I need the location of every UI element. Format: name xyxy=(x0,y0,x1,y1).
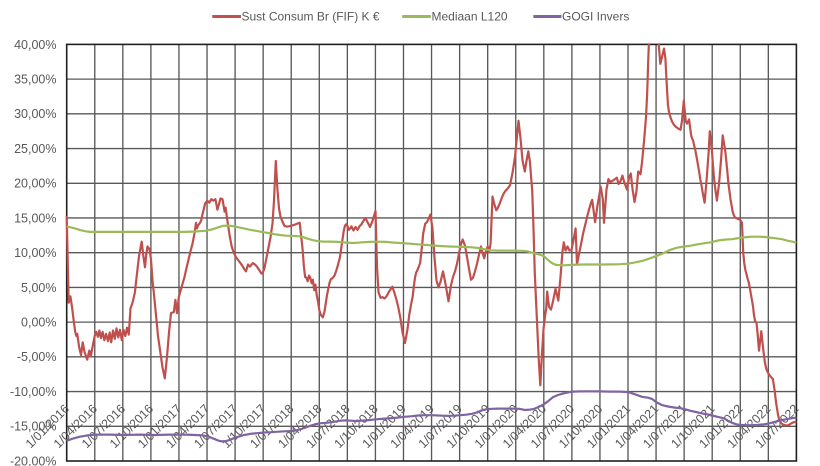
svg-text:35,00%: 35,00% xyxy=(14,73,56,87)
svg-text:0,00%: 0,00% xyxy=(21,316,56,330)
svg-text:-10,00%: -10,00% xyxy=(10,385,57,399)
svg-text:30,00%: 30,00% xyxy=(14,107,56,121)
svg-text:Sust Consum Br (FIF) K €: Sust Consum Br (FIF) K € xyxy=(242,10,380,24)
svg-text:20,00%: 20,00% xyxy=(14,177,56,191)
svg-text:5,00%: 5,00% xyxy=(21,281,56,295)
svg-text:40,00%: 40,00% xyxy=(14,38,56,52)
svg-text:15,00%: 15,00% xyxy=(14,211,56,225)
svg-text:25,00%: 25,00% xyxy=(14,142,56,156)
svg-text:-5,00%: -5,00% xyxy=(17,350,57,364)
svg-text:-20,00%: -20,00% xyxy=(10,454,57,466)
svg-text:-15,00%: -15,00% xyxy=(10,420,57,434)
svg-text:Mediaan L120: Mediaan L120 xyxy=(432,10,508,24)
svg-text:10,00%: 10,00% xyxy=(14,246,56,260)
svg-text:GOGI Invers: GOGI Invers xyxy=(562,10,629,24)
